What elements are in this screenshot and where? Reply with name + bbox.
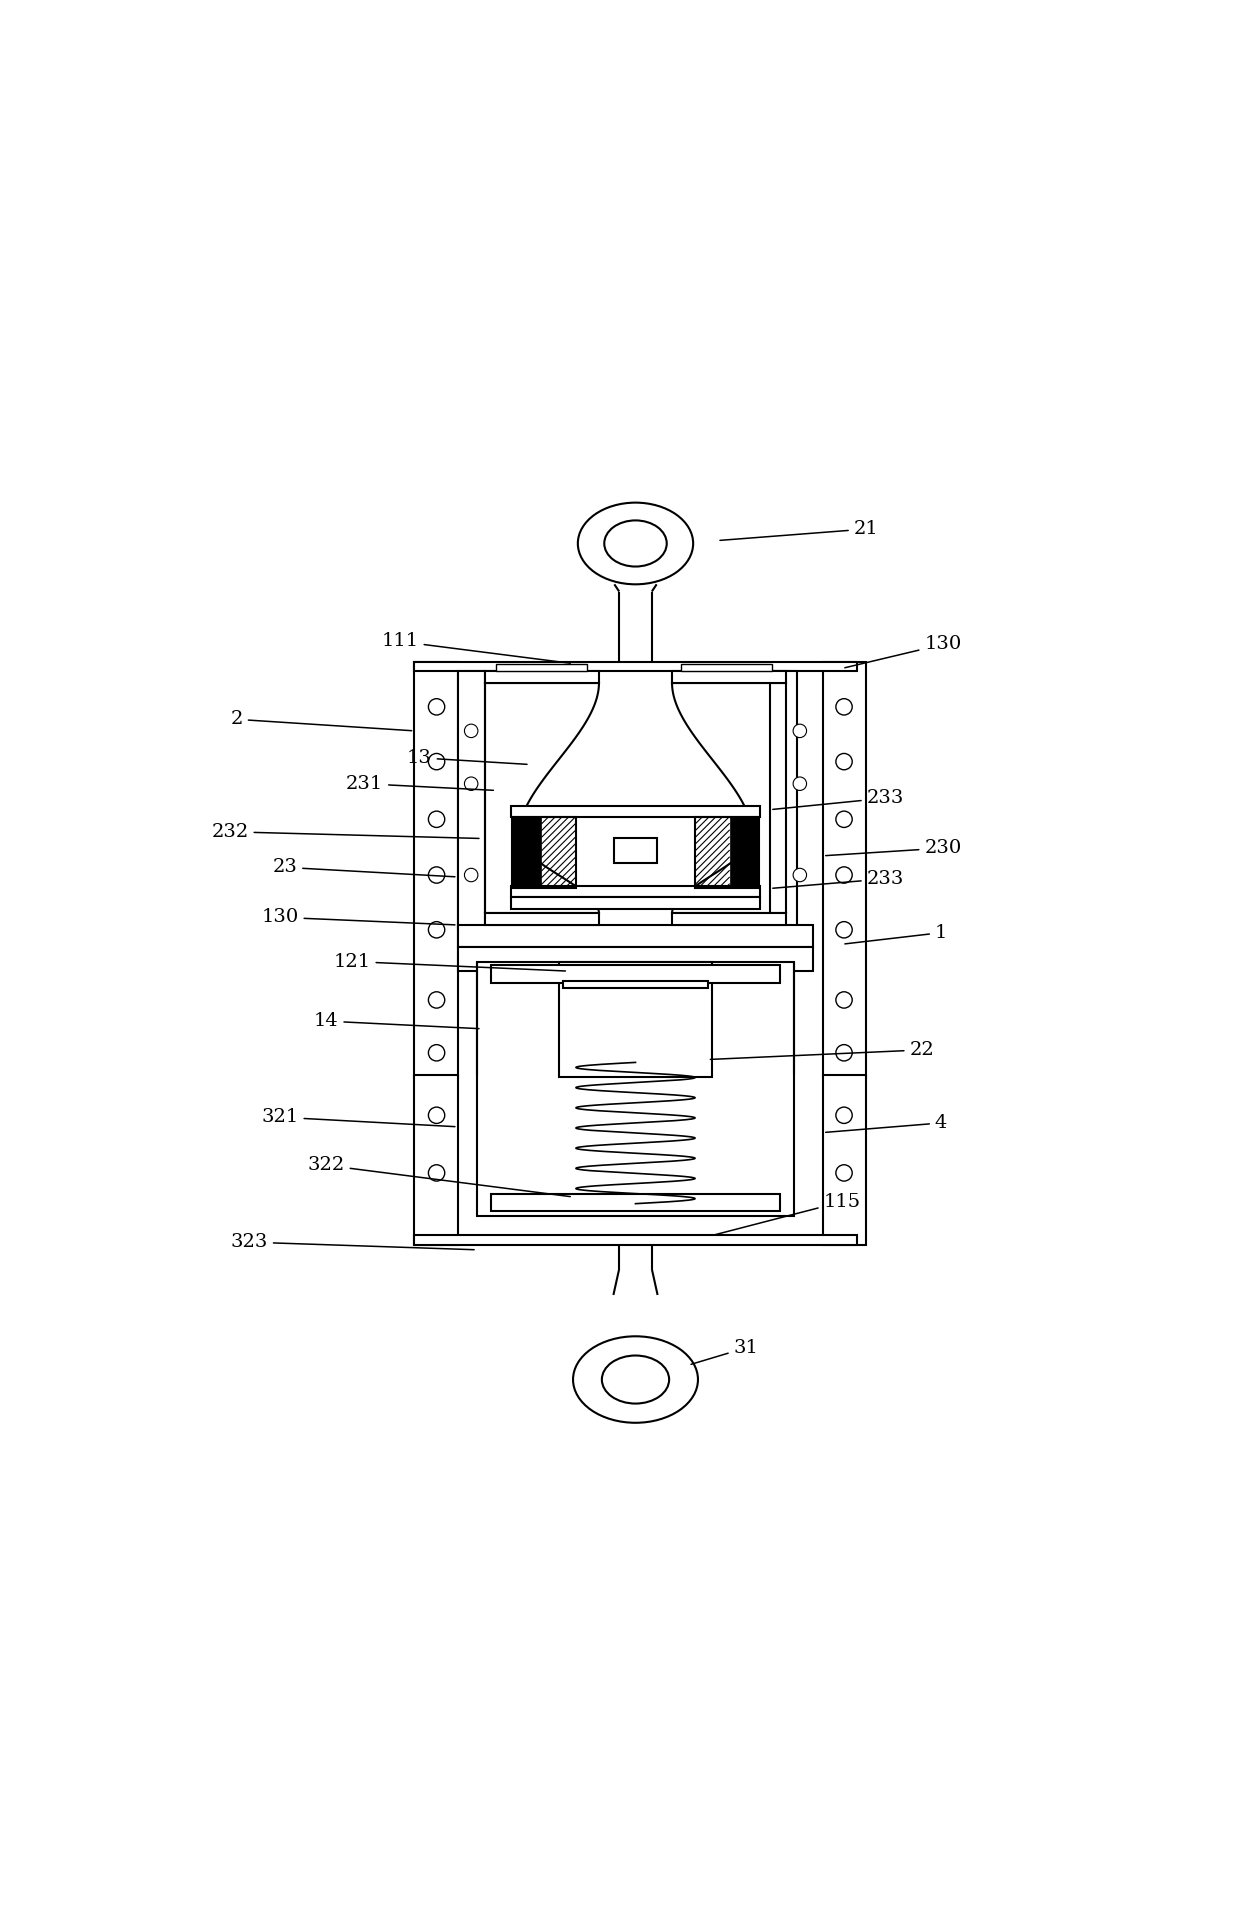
Circle shape: [428, 1108, 445, 1123]
Ellipse shape: [578, 502, 693, 585]
Text: 111: 111: [382, 633, 570, 663]
Bar: [512, 817, 575, 888]
Bar: [511, 898, 760, 910]
Circle shape: [836, 992, 852, 1008]
Text: 21: 21: [720, 519, 878, 540]
Circle shape: [794, 777, 806, 790]
Bar: [823, 662, 866, 1077]
Text: 130: 130: [844, 635, 962, 667]
Circle shape: [836, 921, 852, 938]
Bar: [614, 838, 657, 863]
Circle shape: [465, 777, 477, 790]
Bar: [558, 962, 712, 1077]
Text: 321: 321: [262, 1108, 455, 1127]
Text: 233: 233: [773, 869, 904, 888]
Bar: [458, 671, 485, 929]
Bar: [485, 671, 599, 683]
Circle shape: [428, 698, 445, 715]
Ellipse shape: [601, 1356, 670, 1404]
Text: 233: 233: [773, 788, 904, 810]
Bar: [496, 663, 588, 671]
Circle shape: [836, 698, 852, 715]
Bar: [681, 663, 773, 671]
Circle shape: [428, 992, 445, 1008]
Circle shape: [465, 725, 477, 738]
Circle shape: [836, 1165, 852, 1181]
Circle shape: [465, 869, 477, 883]
Text: 4: 4: [826, 1113, 947, 1133]
Text: 323: 323: [231, 1233, 474, 1252]
Bar: [458, 925, 813, 948]
Circle shape: [428, 921, 445, 938]
Circle shape: [428, 812, 445, 827]
Text: 322: 322: [308, 1156, 570, 1196]
Bar: [696, 817, 759, 888]
Text: 14: 14: [314, 1011, 479, 1031]
Bar: [672, 913, 786, 925]
Circle shape: [428, 1165, 445, 1181]
Text: 1: 1: [844, 923, 947, 944]
Bar: [485, 913, 599, 925]
Circle shape: [428, 754, 445, 769]
Bar: [414, 1235, 857, 1244]
Bar: [414, 662, 857, 671]
Circle shape: [794, 725, 806, 738]
Text: 22: 22: [711, 1040, 934, 1060]
Text: 23: 23: [273, 858, 455, 877]
Bar: [729, 817, 759, 888]
Text: 121: 121: [334, 952, 565, 971]
Bar: [512, 817, 542, 888]
Ellipse shape: [604, 521, 667, 567]
Bar: [477, 962, 794, 1215]
Circle shape: [428, 1044, 445, 1061]
Bar: [491, 1194, 780, 1211]
Bar: [414, 662, 458, 1077]
Text: 232: 232: [211, 823, 479, 840]
Circle shape: [836, 812, 852, 827]
Ellipse shape: [573, 1336, 698, 1423]
Text: 130: 130: [262, 908, 455, 927]
Bar: [672, 671, 786, 683]
Text: 230: 230: [826, 838, 962, 858]
Circle shape: [836, 754, 852, 769]
Text: 231: 231: [346, 775, 494, 792]
Bar: [563, 981, 708, 988]
Text: 115: 115: [715, 1192, 861, 1235]
Circle shape: [836, 1108, 852, 1123]
Circle shape: [836, 867, 852, 883]
Bar: [511, 887, 760, 898]
Circle shape: [428, 867, 445, 883]
Text: 2: 2: [231, 710, 412, 731]
Bar: [511, 806, 760, 817]
Bar: [414, 1075, 458, 1244]
Circle shape: [794, 869, 806, 883]
Circle shape: [836, 1044, 852, 1061]
Bar: [491, 965, 780, 983]
Text: 31: 31: [691, 1338, 759, 1363]
Bar: [458, 948, 813, 971]
Bar: [770, 671, 797, 929]
Text: 13: 13: [407, 748, 527, 767]
Bar: [823, 1075, 866, 1244]
